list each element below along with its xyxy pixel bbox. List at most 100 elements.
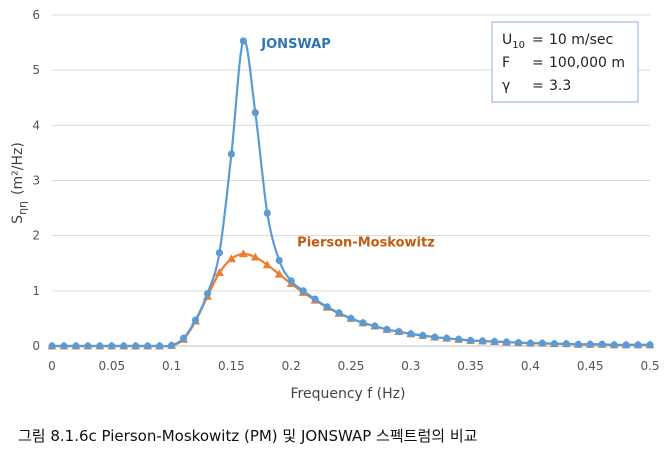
jonswap-point <box>108 342 116 350</box>
x-tick-label: 0.25 <box>338 359 365 373</box>
jonswap-point <box>323 303 331 311</box>
pierson-moskowitz-point <box>238 249 248 258</box>
series-label: JONSWAP <box>260 37 330 52</box>
jonswap-point <box>383 325 391 334</box>
jonswap-point <box>526 339 535 347</box>
y-tick-label: 4 <box>32 118 40 132</box>
y-tick-label: 2 <box>32 229 40 243</box>
gridlines <box>52 14 650 292</box>
jonswap-point <box>467 336 475 345</box>
jonswap-point <box>120 342 128 350</box>
y-tick-label: 6 <box>32 8 40 22</box>
jonswap-point <box>646 341 654 349</box>
jonswap-point <box>299 287 307 295</box>
jonswap-point <box>419 331 427 340</box>
series-layer <box>47 37 655 350</box>
jonswap-point <box>48 342 56 350</box>
jonswap-line <box>52 39 650 348</box>
y-axis-symbol: S <box>10 215 26 224</box>
jonswap-point <box>335 309 343 317</box>
param-symbol: U <box>502 32 512 48</box>
jonswap-point <box>227 150 235 158</box>
param-symbol: γ <box>502 78 510 94</box>
param-subscript: 10 <box>512 40 525 51</box>
jonswap-point <box>239 37 247 45</box>
jonswap-point <box>502 338 511 346</box>
series-label: Pierson-Moskowitz <box>297 236 435 251</box>
jonswap-point <box>60 342 68 350</box>
jonswap-point <box>562 340 570 348</box>
x-tick-label: 0.45 <box>577 359 604 373</box>
y-tick-label: 1 <box>32 284 40 298</box>
jonswap-point <box>443 334 451 342</box>
x-tick-labels: 0 0.05 0.1 0.15 0.2 0.25 0.3 0.35 0.4 0.45 0.5 <box>48 359 659 373</box>
figure-caption: 그림 8.1.6c Pierson-Moskowitz (PM) 및 JONSW… <box>18 427 478 445</box>
x-tick-label: 0.35 <box>457 359 484 373</box>
jonswap-point <box>395 328 403 336</box>
jonswap-point <box>490 337 499 346</box>
jonswap-point <box>574 340 582 348</box>
jonswap-point <box>311 295 319 303</box>
y-tick-label: 3 <box>32 174 40 188</box>
jonswap-point <box>96 342 104 350</box>
y-tick-label: 0 <box>32 339 40 353</box>
jonswap-point <box>132 342 140 350</box>
y-axis-subscript: ηη <box>16 201 29 215</box>
jonswap-point <box>622 341 630 349</box>
jonswap-point <box>478 337 487 345</box>
jonswap-point <box>84 342 92 350</box>
pierson-moskowitz-point <box>262 260 272 269</box>
parameter-wind-speed: U10 = 10 m/sec <box>502 32 613 51</box>
x-tick-label: 0.5 <box>640 359 659 373</box>
jonswap-point <box>275 256 283 265</box>
param-sep: = <box>532 78 544 94</box>
jonswap-point <box>263 209 271 217</box>
param-value: 10 m/sec <box>549 32 613 48</box>
jonswap-point <box>144 342 152 350</box>
pierson-moskowitz-point <box>274 269 284 278</box>
jonswap-point <box>359 319 367 327</box>
y-tick-labels: 0 1 2 3 4 5 6 <box>32 8 40 353</box>
jonswap-point <box>72 342 80 350</box>
jonswap-point <box>407 330 415 338</box>
param-value: 3.3 <box>549 78 571 94</box>
jonswap-point <box>538 339 546 347</box>
x-tick-label: 0.2 <box>282 359 301 373</box>
jonswap-point <box>610 341 618 349</box>
jonswap-point <box>287 277 295 285</box>
parameter-box-frame <box>491 21 639 103</box>
jonswap-point <box>550 340 558 348</box>
jonswap-point <box>179 334 188 342</box>
jonswap-point <box>455 335 463 343</box>
param-sep: = <box>532 32 544 48</box>
x-tick-label: 0.15 <box>218 359 245 373</box>
jonswap-point <box>514 339 523 347</box>
series-labels: JONSWAP Pierson-Moskowitz <box>260 37 435 251</box>
jonswap-point <box>598 340 606 348</box>
jonswap-point <box>168 341 176 350</box>
parameter-gamma: γ = 3.3 <box>502 78 571 94</box>
jonswap-point <box>431 333 439 341</box>
jonswap-point <box>251 109 259 117</box>
y-axis-title: Sηη (m²/Hz) <box>10 142 29 224</box>
jonswap-point <box>191 316 200 324</box>
jonswap-point <box>203 289 212 298</box>
jonswap-point <box>371 322 379 330</box>
x-tick-label: 0.1 <box>162 359 181 373</box>
y-tick-label: 5 <box>32 63 40 77</box>
pierson-moskowitz-line <box>52 252 650 348</box>
x-tick-label: 0.05 <box>98 359 125 373</box>
param-symbol: F <box>502 55 510 71</box>
jonswap-point <box>156 342 164 350</box>
pierson-moskowitz-point <box>214 268 224 277</box>
pierson-moskowitz-point <box>226 254 236 263</box>
pierson-moskowitz-point <box>250 252 260 261</box>
parameter-fetch: F = 100,000 m <box>502 55 625 71</box>
jonswap-point <box>634 341 642 349</box>
x-axis-title: Frequency f (Hz) <box>291 386 406 402</box>
x-tick-label: 0.4 <box>521 359 540 373</box>
series-jonswap <box>48 37 654 350</box>
parameter-box: U10 = 10 m/sec F = 100,000 m γ = 3.3 <box>491 21 639 103</box>
jonswap-point <box>347 314 355 323</box>
x-tick-label: 0 <box>48 359 56 373</box>
